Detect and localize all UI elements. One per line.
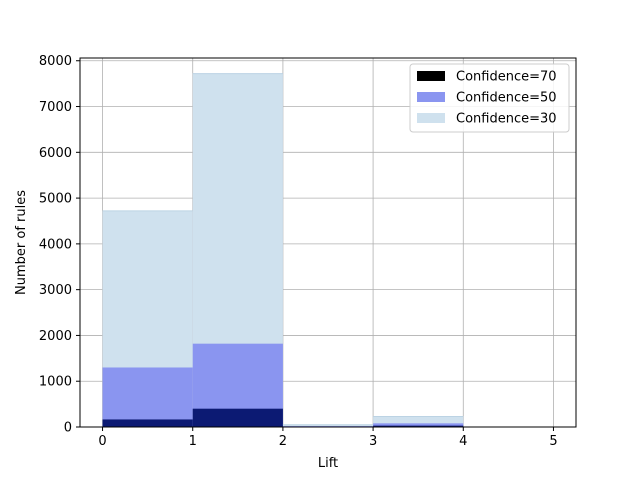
x-axis-title: Lift	[318, 456, 338, 471]
bar-confidence-50-bin-3	[373, 423, 464, 427]
legend-box	[409, 63, 570, 133]
axis-ticks: 0 1 2 3 4 5 0 1000 2000 3000 4000 5000 6000 7000 8000	[39, 54, 558, 449]
x-tick-label: 0	[98, 434, 106, 449]
x-tick-label: 4	[459, 434, 467, 449]
legend-swatch	[417, 113, 445, 123]
legend-swatch	[417, 71, 445, 81]
legend-label: Confidence=70	[456, 70, 557, 85]
bar-confidence-30-bin-2	[282, 424, 374, 427]
histogram-bars	[102, 73, 464, 427]
y-tick-label: 7000	[39, 100, 72, 115]
legend-label: Confidence=50	[456, 91, 557, 106]
x-tick-label: 5	[549, 434, 557, 449]
legend-swatch	[417, 92, 445, 102]
x-tick-label: 2	[279, 434, 287, 449]
y-tick-label: 8000	[39, 54, 72, 69]
legend-label: Confidence=30	[456, 112, 557, 127]
bar-confidence-70-bin-1	[192, 408, 283, 427]
y-axis-title: Number of rules	[14, 190, 29, 295]
x-tick-label: 1	[189, 434, 197, 449]
bar-confidence-70-bin-3	[373, 425, 464, 427]
bar-confidence-50-bin-0	[102, 367, 193, 427]
y-tick-label: 0	[64, 421, 72, 436]
bar-confidence-70-bin-0	[102, 419, 193, 427]
y-tick-label: 4000	[39, 237, 72, 252]
y-tick-label: 1000	[39, 375, 72, 390]
y-tick-label: 5000	[39, 192, 72, 207]
y-tick-label: 3000	[39, 283, 72, 298]
legend: Confidence=70 Confidence=50 Confidence=30	[409, 63, 570, 133]
y-tick-label: 2000	[39, 329, 72, 344]
bar-confidence-30-bin-3	[373, 416, 464, 427]
plot-area-frame	[79, 57, 577, 428]
y-tick-label: 6000	[39, 146, 72, 161]
x-tick-label: 3	[369, 434, 377, 449]
